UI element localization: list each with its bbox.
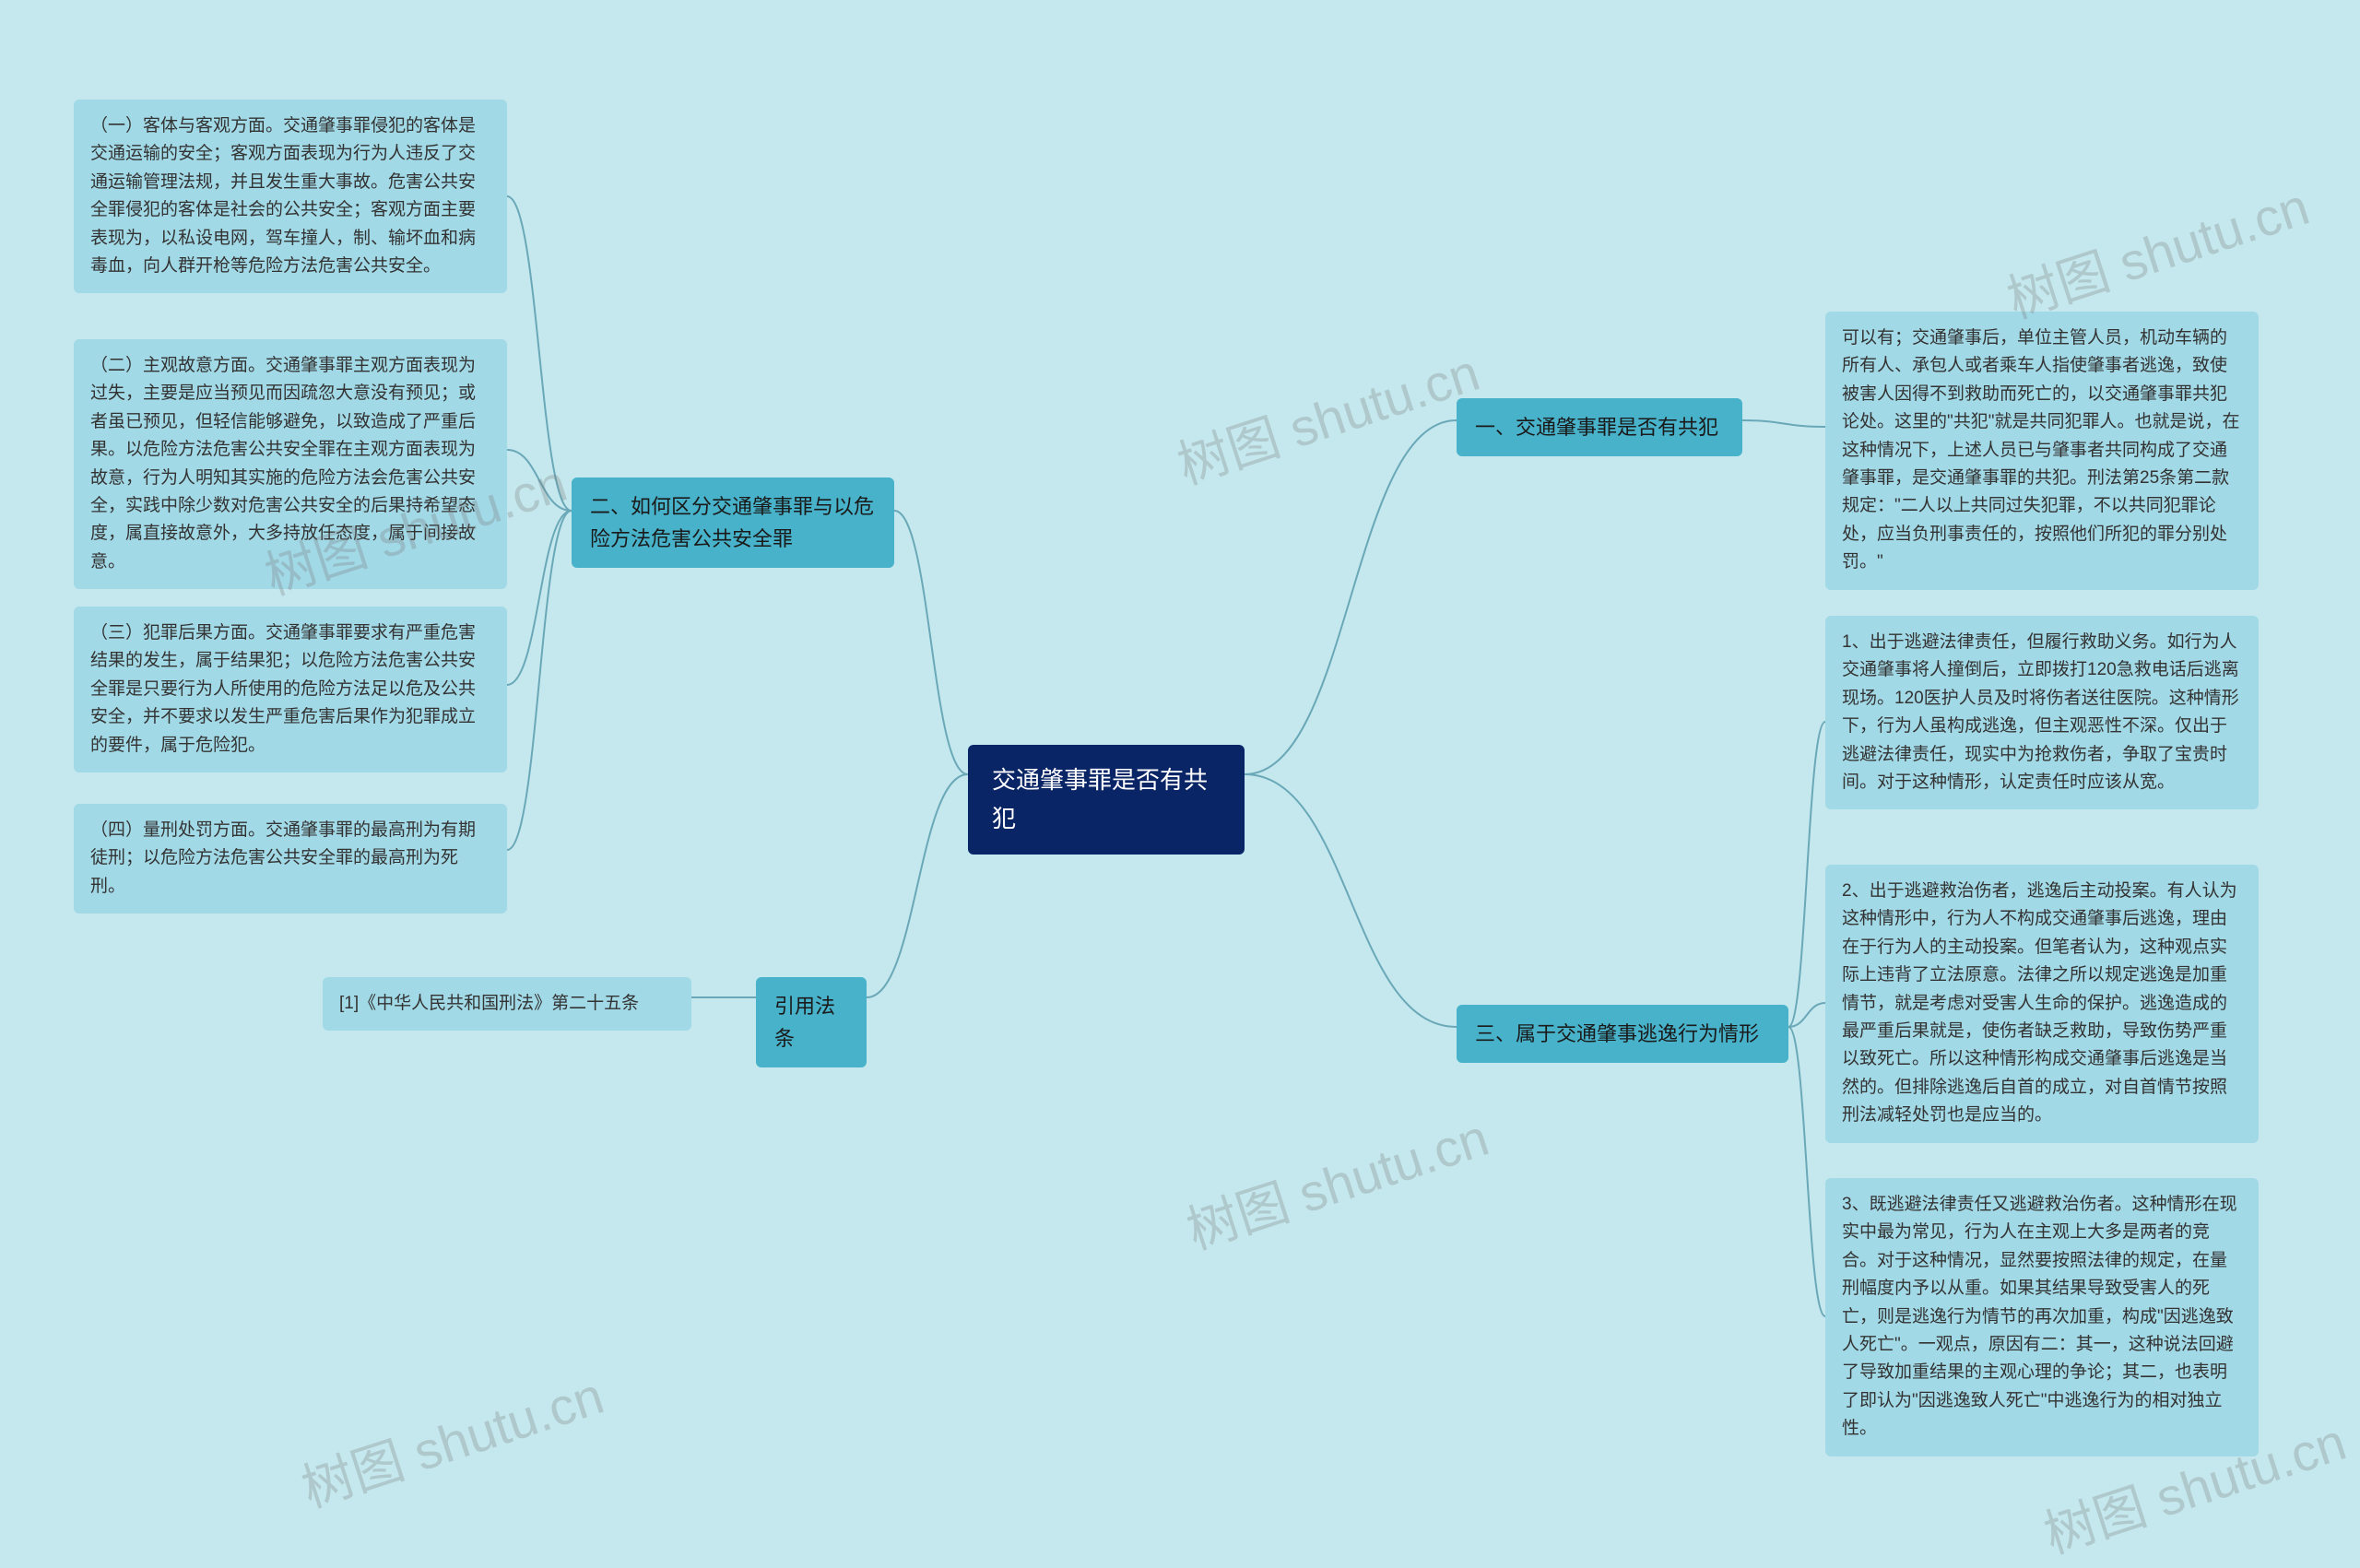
branch-1: 一、交通肇事罪是否有共犯 bbox=[1457, 398, 1742, 456]
watermark: 树图 shutu.cn bbox=[1176, 1097, 1497, 1265]
branch-3-leaf-2: 2、出于逃避救治伤者，逃逸后主动投案。有人认为这种情形中，行为人不构成交通肇事后… bbox=[1825, 865, 2259, 1143]
branch-4-leaf-1: [1]《中华人民共和国刑法》第二十五条 bbox=[323, 977, 691, 1031]
branch-2-leaf-3: （三）犯罪后果方面。交通肇事罪要求有严重危害结果的发生，属于结果犯；以危险方法危… bbox=[74, 607, 507, 772]
branch-2: 二、如何区分交通肇事罪与以危险方法危害公共安全罪 bbox=[572, 477, 894, 568]
branch-2-leaf-1: （一）客体与客观方面。交通肇事罪侵犯的客体是交通运输的安全；客观方面表现为行为人… bbox=[74, 100, 507, 293]
watermark: 树图 shutu.cn bbox=[291, 1355, 612, 1523]
watermark: 树图 shutu.cn bbox=[1997, 166, 2318, 334]
branch-1-leaf-1: 可以有；交通肇事后，单位主管人员，机动车辆的所有人、承包人或者乘车人指使肇事者逃… bbox=[1825, 312, 2259, 590]
watermark: 树图 shutu.cn bbox=[1167, 332, 1488, 500]
mindmap-root: 交通肇事罪是否有共犯 bbox=[968, 745, 1245, 855]
branch-3: 三、属于交通肇事逃逸行为情形 bbox=[1457, 1005, 1788, 1063]
branch-2-leaf-4: （四）量刑处罚方面。交通肇事罪的最高刑为有期徒刑；以危险方法危害公共安全罪的最高… bbox=[74, 804, 507, 914]
branch-2-leaf-2: （二）主观故意方面。交通肇事罪主观方面表现为过失，主要是应当预见而因疏忽大意没有… bbox=[74, 339, 507, 589]
branch-3-leaf-3: 3、既逃避法律责任又逃避救治伤者。这种情形在现实中最为常见，行为人在主观上大多是… bbox=[1825, 1178, 2259, 1456]
branch-4: 引用法条 bbox=[756, 977, 867, 1067]
branch-3-leaf-1: 1、出于逃避法律责任，但履行救助义务。如行为人交通肇事将人撞倒后，立即拨打120… bbox=[1825, 616, 2259, 809]
